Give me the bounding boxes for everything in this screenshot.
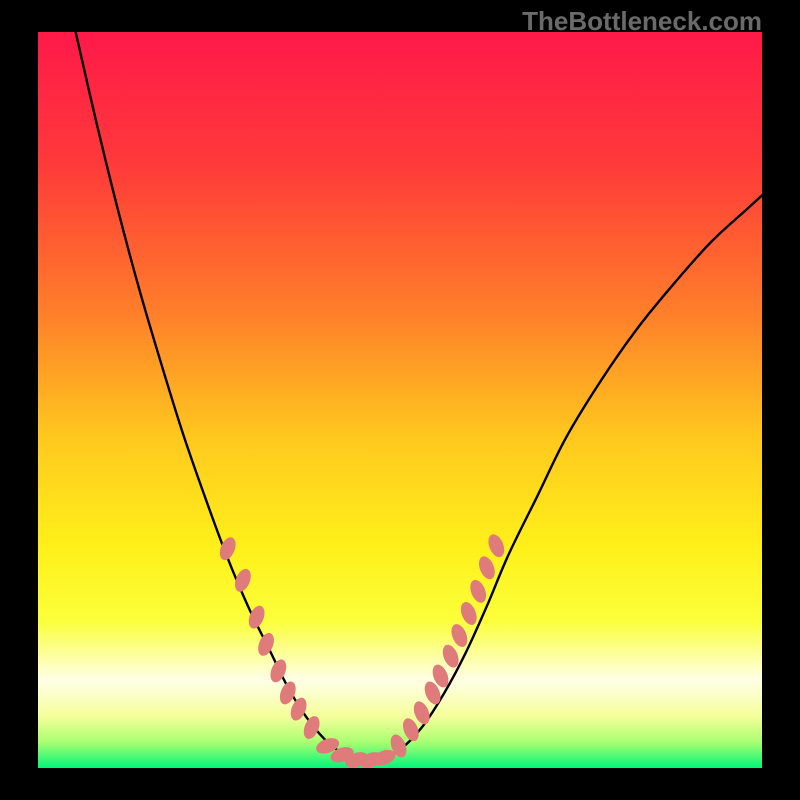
gradient-background xyxy=(38,32,762,768)
bottleneck-curve-chart xyxy=(38,32,762,768)
watermark-text: TheBottleneck.com xyxy=(522,6,762,37)
chart-frame: TheBottleneck.com xyxy=(0,0,800,800)
